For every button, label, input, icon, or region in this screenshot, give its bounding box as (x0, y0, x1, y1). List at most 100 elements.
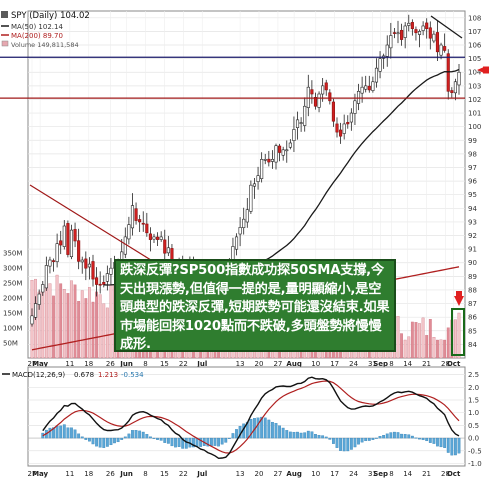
volume-bar (70, 280, 73, 359)
red-arrow-icon (454, 66, 489, 306)
annotation-box: 跌深反彈?SP500指數成功探50SMA支撐,今天出現漲勢,但值得一提的是,量明… (114, 259, 396, 352)
x-tick-label: 27 (28, 470, 37, 478)
price-tick-label: 104 (468, 69, 482, 77)
candle-down (367, 85, 371, 91)
candle-up (127, 224, 131, 240)
macd-histogram-bar (457, 437, 461, 454)
macd-histogram-bar (66, 427, 70, 439)
macd-signal-line (42, 380, 460, 454)
x-tick-label: 26 (106, 360, 115, 368)
x-tick-label: 27 (28, 360, 37, 368)
candle-down (410, 22, 414, 29)
candle-down (156, 236, 160, 240)
volume-bar (73, 284, 77, 359)
candle-down (148, 233, 152, 240)
macd-histogram-bar (357, 437, 360, 445)
x-tick-label: May (32, 360, 48, 368)
macd-tick-label: -0.5 (468, 447, 482, 455)
macd-tick-label: 2.0 (468, 384, 479, 392)
candle-up (288, 142, 292, 148)
price-tick-label: 108 (468, 14, 481, 22)
candle-up (306, 86, 310, 108)
macd-label: MACD(12,26,9) (12, 371, 65, 379)
volume-bar (446, 327, 450, 359)
macd-histogram-bar (156, 437, 159, 440)
candle-up (353, 100, 357, 114)
x-tick-label: 28 (441, 360, 450, 368)
candle-up (242, 218, 246, 229)
x-tick-label: 22 (179, 470, 188, 478)
macd-histogram-bar (62, 424, 66, 439)
price-tick-label: 89 (468, 273, 477, 281)
candle-up (295, 119, 300, 128)
macd-histogram-bar (439, 437, 443, 448)
macd-histogram-bar (281, 427, 285, 439)
x-tick-label: 8 (143, 470, 147, 478)
x-tick-label: 22 (179, 360, 188, 368)
volume-bar (439, 339, 443, 359)
macd-histogram-bar (131, 430, 134, 439)
macd-histogram-bar (127, 433, 131, 439)
x-tick-label: Sep (373, 360, 388, 368)
candle-up (417, 31, 422, 35)
price-tick-label: 98 (468, 150, 477, 158)
x-tick-label: 11 (65, 470, 74, 478)
macd-histogram-bar (77, 433, 81, 439)
macd-histogram-bar (375, 437, 378, 439)
candle-up (123, 236, 127, 255)
candle-down (141, 222, 145, 225)
x-tick-label: 14 (403, 360, 412, 368)
candle-down (346, 122, 350, 125)
macd-histogram-bar (407, 434, 411, 439)
candle-up (263, 159, 267, 161)
candle-up (374, 67, 379, 83)
macd-histogram-bar (389, 432, 393, 439)
macd-histogram-bar (48, 427, 52, 439)
macd-histogram-bar (213, 437, 217, 446)
candle-down (66, 223, 70, 255)
macd-header: MACD(12,26,9) 0.678 1.213 -0.534 (2, 371, 144, 379)
candle-up (69, 229, 74, 258)
macd-histogram-bar (217, 437, 220, 447)
candle-down (77, 240, 81, 262)
candle-up (457, 71, 461, 86)
candle-up (55, 243, 59, 263)
candle-down (450, 90, 454, 93)
macd-histogram-bar (91, 437, 95, 445)
legend-ma50: MA(50) 102.14 (11, 23, 63, 31)
price-tick-label: 93 (468, 218, 477, 226)
candle-up (109, 267, 113, 275)
x-tick-label: 8 (143, 360, 147, 368)
x-tick-label: 20 (255, 360, 264, 368)
x-tick-label: 13 (236, 360, 245, 368)
price-tick-label: 95 (468, 191, 477, 199)
macd-histogram-bar (274, 423, 278, 439)
x-tick-label: Jun (119, 470, 133, 478)
macd-histogram-bar (332, 437, 335, 444)
candle-up (396, 32, 400, 35)
x-tick-label: 15 (160, 360, 169, 368)
macd-histogram-bar (428, 437, 432, 443)
macd-histogram-bar (55, 425, 59, 439)
candle-up (62, 225, 66, 247)
macd-histogram-bar (70, 427, 73, 439)
candle-up (44, 265, 48, 289)
macd-histogram-bar (260, 416, 264, 439)
macd-histogram-bar (296, 431, 299, 439)
candle-up (87, 263, 91, 268)
macd-histogram-bar (80, 436, 84, 439)
legend-ma200: MA(200) 89.70 (11, 32, 63, 40)
candle-up (256, 175, 260, 182)
macd-histogram-bar (224, 437, 228, 443)
candle-down (328, 92, 332, 102)
candle-up (321, 85, 325, 95)
candle-down (267, 158, 271, 163)
macd-histogram-bar (443, 437, 447, 448)
candle-down (138, 219, 142, 223)
candle-up (421, 25, 425, 31)
candle-down (331, 101, 335, 122)
x-tick-label: 15 (160, 470, 169, 478)
macd-histogram-bar (95, 437, 98, 447)
candle-down (163, 239, 167, 254)
